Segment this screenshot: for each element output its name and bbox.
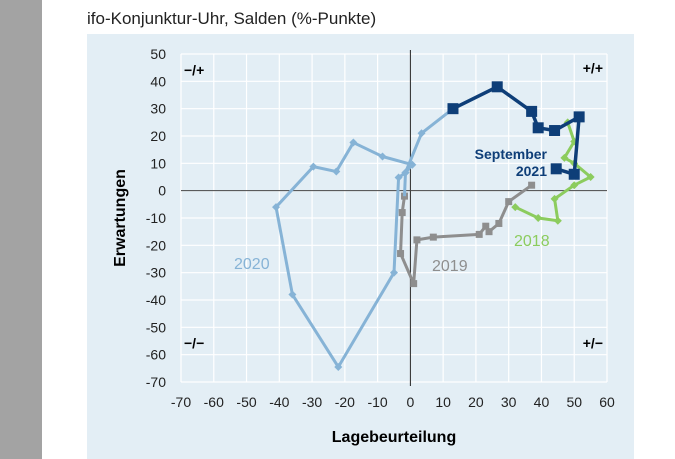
data-point (378, 152, 387, 161)
series-label-september: September (475, 146, 548, 162)
y-tick-label: -60 (146, 347, 166, 363)
data-point (397, 250, 405, 258)
x-tick-label: -20 (335, 394, 355, 410)
data-point (413, 236, 421, 244)
data-point (573, 111, 585, 123)
data-point (401, 168, 410, 177)
x-tick-label: -70 (171, 394, 191, 410)
data-point (553, 216, 562, 225)
x-tick-label: 60 (599, 394, 615, 410)
x-axis-label: Lagebeurteilung (332, 429, 456, 446)
quadrant-label-bottom-left: −/− (184, 335, 204, 351)
x-tick-label: -50 (236, 394, 256, 410)
x-tick-label: -60 (204, 394, 224, 410)
data-point (570, 181, 579, 190)
y-tick-label: -40 (146, 292, 166, 308)
data-point (482, 222, 490, 230)
quadrant-label-top-right: +/+ (583, 60, 603, 76)
y-tick-label: 30 (150, 101, 166, 117)
data-point (549, 125, 561, 137)
x-tick-label: 0 (406, 394, 414, 410)
data-point (288, 290, 297, 299)
data-point (491, 81, 503, 93)
data-point (568, 168, 580, 180)
data-point (550, 163, 562, 175)
data-point (534, 214, 543, 222)
data-point (447, 103, 459, 115)
data-point (532, 122, 544, 134)
data-point (332, 167, 341, 176)
data-point (398, 209, 406, 217)
data-point (394, 173, 403, 182)
data-point (485, 228, 493, 236)
x-tick-label: 30 (501, 394, 517, 410)
data-point (272, 203, 281, 212)
series-line-September-2021 (452, 85, 581, 177)
x-tick-label: -10 (367, 394, 387, 410)
series-label-2019: 2019 (432, 258, 468, 275)
data-point (349, 138, 358, 147)
series-label-2021: 2021 (516, 163, 547, 179)
x-tick-label: -40 (269, 394, 289, 410)
y-tick-label: -30 (146, 265, 166, 281)
y-tick-label: -50 (146, 319, 166, 335)
x-tick-label: 50 (566, 394, 582, 410)
data-point (586, 173, 595, 181)
y-tick-label: 50 (150, 46, 166, 62)
chart-title: ifo-Konjunktur-Uhr, Salden (%-Punkte) (87, 9, 377, 28)
chart-panel (87, 34, 634, 459)
y-tick-label: -20 (146, 237, 166, 253)
data-point (309, 162, 318, 171)
quadrant-label-top-left: −/+ (184, 62, 204, 78)
series-label-2020: 2020 (234, 256, 270, 273)
data-point (511, 203, 520, 212)
x-tick-label: 40 (534, 394, 550, 410)
x-tick-label: 20 (468, 394, 484, 410)
series-line-2018 (514, 121, 593, 223)
data-point (550, 194, 559, 203)
data-point (390, 268, 398, 277)
series-line-2020 (274, 132, 423, 369)
series-line-2019 (399, 183, 533, 286)
left-sidebar-strip (0, 0, 42, 459)
y-tick-label: 40 (150, 73, 166, 89)
data-point (495, 219, 503, 227)
y-tick-label: -70 (146, 374, 166, 390)
data-point (475, 230, 483, 238)
data-point (410, 280, 418, 288)
data-point (528, 181, 536, 189)
y-tick-label: 10 (150, 155, 166, 171)
quadrant-label-bottom-right: +/− (583, 335, 603, 351)
y-tick-label: 0 (158, 183, 166, 199)
data-point (560, 153, 569, 162)
data-point (408, 160, 417, 169)
data-point (526, 105, 538, 117)
data-point (334, 362, 343, 371)
data-point (505, 198, 513, 206)
series-label-2018: 2018 (514, 233, 550, 250)
y-axis-label: Erwartungen (112, 169, 129, 267)
x-tick-label: 10 (435, 394, 451, 410)
y-tick-label: -10 (146, 210, 166, 226)
x-tick-label: -30 (302, 394, 322, 410)
y-tick-label: 20 (150, 128, 166, 144)
data-point (429, 233, 437, 241)
